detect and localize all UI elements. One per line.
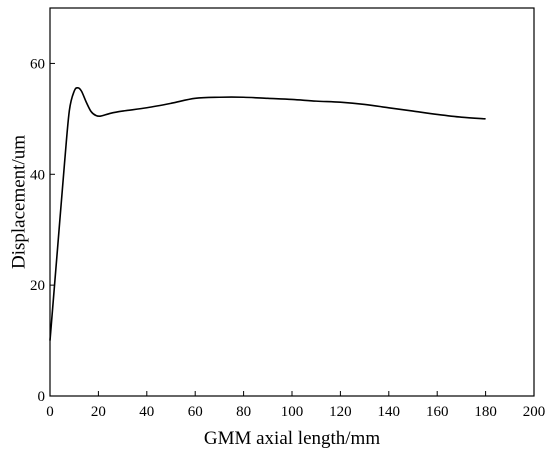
x-tick-label: 200 (523, 404, 546, 420)
series-line (49, 87, 486, 341)
x-axis-ticks: 0 20 40 60 80 100 120 140 160 180 200 (46, 391, 545, 420)
x-tick-label: 180 (474, 404, 497, 420)
x-tick-label: 100 (281, 404, 304, 420)
y-axis-ticks: 0 20 40 60 (30, 56, 55, 405)
x-tick-label: 20 (91, 404, 106, 420)
y-tick-label: 0 (38, 389, 46, 405)
x-tick-label: 60 (188, 404, 203, 420)
y-axis-title: Displacement/um (8, 135, 29, 269)
x-tick-label: 80 (236, 404, 251, 420)
y-tick-label: 60 (30, 56, 45, 72)
x-tick-label: 160 (426, 404, 449, 420)
x-tick-label: 40 (139, 404, 154, 420)
y-tick-label: 40 (30, 167, 45, 183)
x-tick-label: 120 (329, 404, 352, 420)
x-tick-label: 140 (378, 404, 401, 420)
y-tick-label: 20 (30, 278, 45, 294)
x-tick-label: 0 (46, 404, 54, 420)
x-axis-title: GMM axial length/mm (204, 428, 380, 449)
